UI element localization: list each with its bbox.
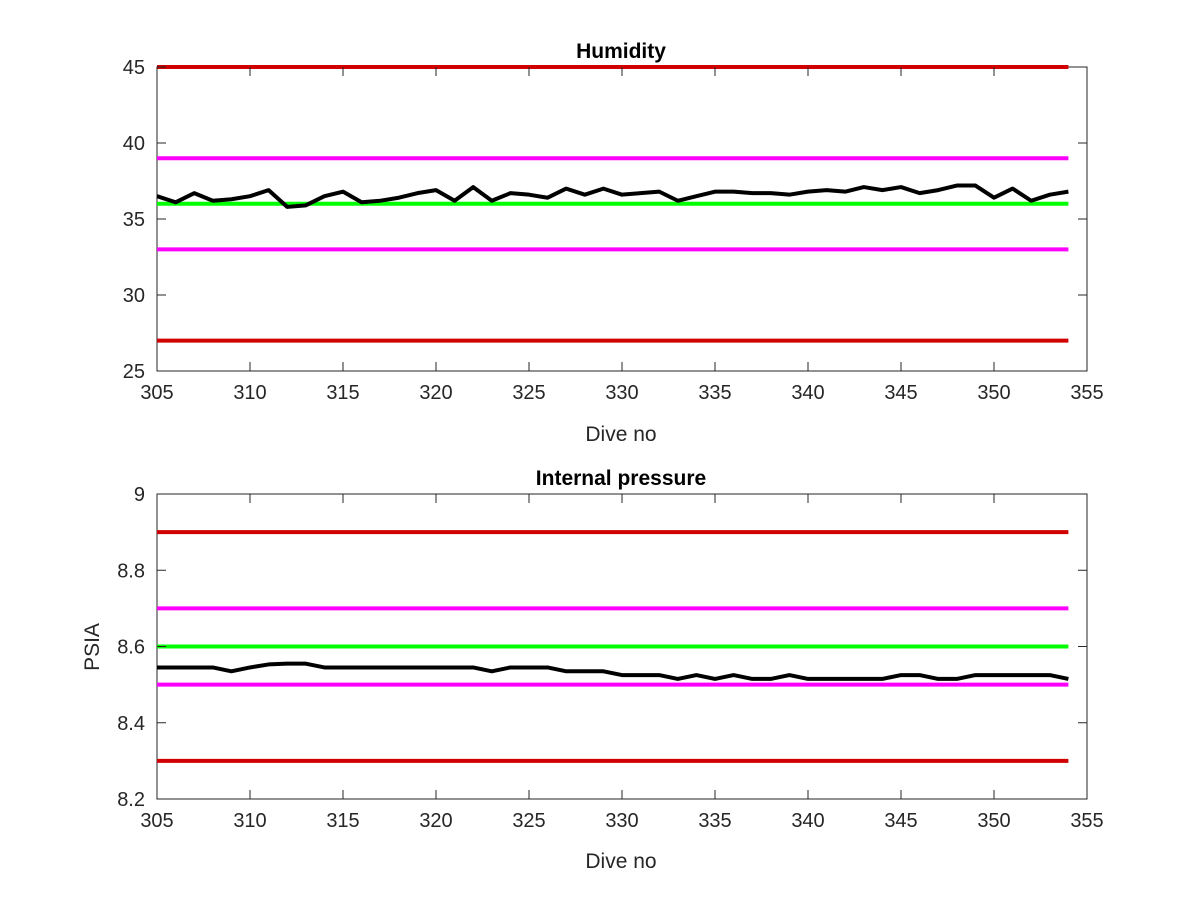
x-tick-label: 305	[140, 810, 173, 832]
y-tick-label: 40	[123, 133, 145, 155]
humidity-chart: 305 310 315 320 325 330 335 340 345 350 355 25 30 35…	[123, 40, 1104, 446]
y-tick-label: 8.2	[117, 789, 145, 811]
x-tick-label: 320	[419, 810, 452, 832]
x-tick-label: 330	[605, 382, 638, 404]
x-tick-label: 345	[884, 810, 917, 832]
chart-title: Internal pressure	[536, 467, 706, 490]
y-tick-label: 45	[123, 57, 145, 79]
x-tick-label: 335	[698, 382, 731, 404]
x-tick-label: 325	[512, 382, 545, 404]
y-tick-label: 8.8	[117, 560, 145, 582]
x-tick-label: 345	[884, 382, 917, 404]
x-axis-label: Dive no	[585, 850, 656, 873]
y-axis-label: PSIA	[81, 623, 104, 671]
y-tick-label: 35	[123, 209, 145, 231]
x-tick-label: 305	[140, 382, 173, 404]
x-tick-label: 355	[1070, 810, 1103, 832]
x-axis-label: Dive no	[585, 423, 656, 446]
x-tick-label: 355	[1070, 382, 1103, 404]
x-tick-label: 315	[326, 810, 359, 832]
x-tick-label: 320	[419, 382, 452, 404]
chart-title: Humidity	[576, 40, 666, 63]
x-tick-label: 310	[233, 810, 266, 832]
x-tick-label: 310	[233, 382, 266, 404]
x-tick-label: 340	[791, 810, 824, 832]
y-tick-label: 9	[134, 484, 145, 506]
y-tick-label: 30	[123, 285, 145, 307]
x-tick-label: 315	[326, 382, 359, 404]
x-tick-label: 330	[605, 810, 638, 832]
plot-area	[156, 66, 1088, 372]
x-tick-label: 325	[512, 810, 545, 832]
x-tick-label: 340	[791, 382, 824, 404]
y-tick-label: 8.6	[117, 637, 145, 659]
data-series-line	[157, 661, 1069, 681]
internal-pressure-chart: 305 310 315 320 325 330 335 340 345 350 355 8.2 8.4…	[81, 467, 1104, 873]
x-tick-label: 350	[977, 382, 1010, 404]
y-tick-label: 8.4	[117, 713, 145, 735]
data-series-line	[156, 183, 1069, 209]
x-tick-label: 350	[977, 810, 1010, 832]
x-tick-label: 335	[698, 810, 731, 832]
y-tick-label: 25	[123, 361, 145, 383]
